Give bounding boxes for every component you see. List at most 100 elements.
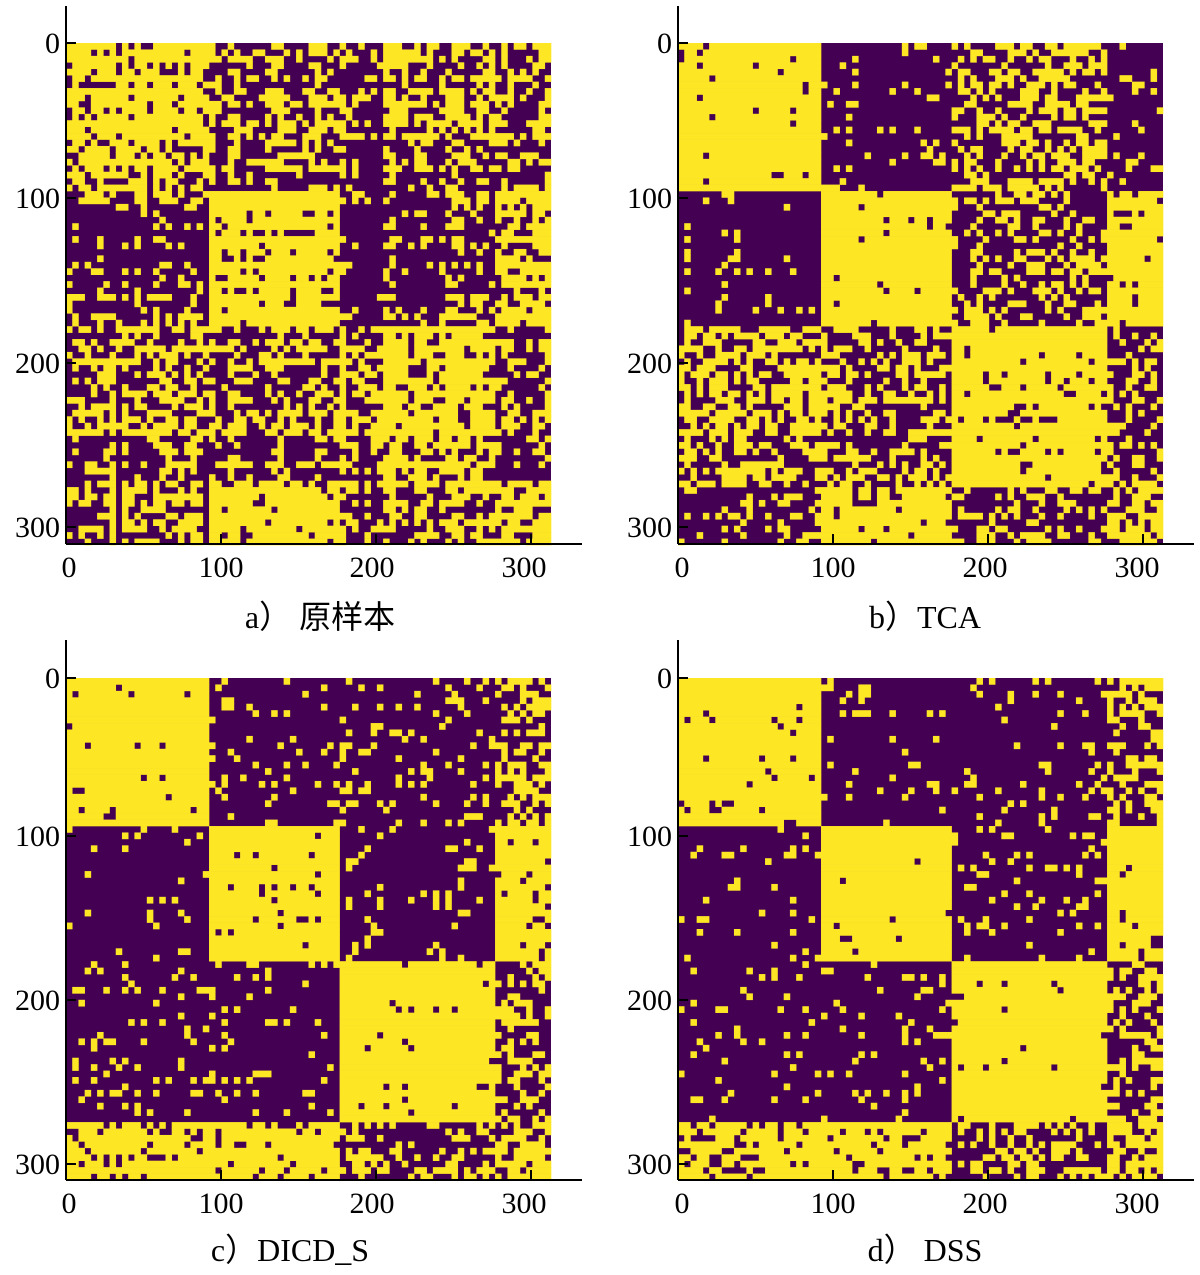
heatmap-cell	[296, 345, 328, 353]
heatmap-cell	[821, 858, 915, 865]
heatmap-cell	[352, 467, 359, 475]
heatmap-cell	[271, 467, 278, 475]
heatmap-cell	[951, 351, 965, 359]
heatmap-cell	[538, 512, 552, 520]
heatmap-cell	[1131, 210, 1139, 218]
heatmap-cell	[389, 442, 403, 449]
heatmap-cell	[165, 319, 173, 327]
heatmap-cell	[845, 1128, 865, 1136]
heatmap-cell	[833, 1134, 884, 1142]
heatmap-cell	[796, 435, 803, 443]
heatmap-cell	[901, 1096, 909, 1104]
heatmap-cell	[339, 158, 347, 166]
heatmap-cell	[1138, 690, 1145, 698]
heatmap-cell	[870, 1102, 878, 1110]
heatmap-cell	[72, 1057, 79, 1065]
heatmap-cell	[1144, 339, 1151, 346]
heatmap-cell	[821, 223, 928, 230]
heatmap-cell	[209, 993, 216, 1001]
heatmap-cell	[215, 787, 222, 795]
heatmap-cell	[66, 416, 73, 424]
heatmap-cell	[507, 158, 521, 166]
heatmap-cell	[544, 1115, 552, 1123]
heatmap-cell	[1125, 158, 1139, 166]
heatmap-cell	[221, 780, 228, 788]
heatmap-cell	[339, 716, 347, 724]
heatmap-cell	[821, 1012, 828, 1020]
heatmap-cell	[383, 538, 390, 546]
heatmap-cell	[333, 538, 347, 546]
heatmap-cell	[513, 1070, 533, 1078]
heatmap-cell	[532, 422, 546, 430]
heatmap-cell	[352, 499, 359, 507]
heatmap-cell	[470, 1147, 477, 1155]
heatmap-cell	[277, 896, 340, 904]
heatmap-cell	[140, 319, 148, 327]
heatmap-cell	[177, 158, 185, 166]
heatmap-cell	[470, 409, 496, 417]
x-ticks-d: 0 100 200 300	[675, 1170, 1160, 1220]
heatmap-cell	[839, 480, 853, 488]
heatmap-cell	[109, 49, 117, 57]
heatmap-cell	[445, 364, 490, 372]
heatmap-cell	[970, 390, 1064, 398]
heatmap-cell	[1075, 525, 1083, 533]
heatmap-cell	[66, 120, 204, 127]
heatmap-cell	[1107, 532, 1151, 539]
heatmap-cell	[165, 1154, 173, 1161]
heatmap-cell	[1107, 716, 1120, 724]
heatmap-cell	[1144, 948, 1164, 956]
heatmap-cell	[389, 171, 396, 179]
heatmap-cell	[84, 806, 110, 814]
heatmap-cell	[914, 467, 928, 475]
heatmap-cell	[796, 107, 822, 115]
heatmap-cell	[821, 248, 952, 256]
heatmap-cell	[364, 512, 371, 520]
heatmap-cell	[320, 364, 328, 372]
heatmap-cell	[121, 442, 129, 449]
heatmap-cell	[821, 294, 952, 301]
heatmap-cell	[513, 43, 527, 50]
heatmap-cell	[370, 442, 384, 449]
heatmap-cell	[727, 883, 741, 891]
heatmap-cell	[314, 422, 322, 430]
heatmap-cell	[320, 1031, 328, 1039]
heatmap-cell	[121, 493, 135, 501]
heatmap-cell	[1150, 499, 1164, 507]
heatmap-cell	[507, 890, 533, 898]
heatmap-cell	[1131, 223, 1164, 230]
heatmap-cell	[920, 448, 928, 456]
heatmap-cell	[709, 43, 822, 50]
heatmap-cell	[97, 49, 104, 57]
heatmap-cell	[1051, 474, 1120, 481]
heatmap-cell	[333, 377, 347, 385]
heatmap-cell	[221, 165, 235, 173]
heatmap-cell	[808, 390, 853, 398]
heatmap-cell	[202, 81, 222, 89]
heatmap-cell	[1125, 1160, 1164, 1168]
heatmap-cell	[1119, 75, 1133, 82]
heatmap-cell	[401, 75, 409, 82]
heatmap-cell	[796, 1160, 803, 1168]
heatmap-cell	[532, 81, 539, 89]
heatmap-cell	[901, 506, 952, 514]
heatmap-cell	[66, 461, 73, 469]
heatmap-cell	[1001, 1128, 1008, 1136]
heatmap-cell	[72, 723, 210, 730]
heatmap-cell	[821, 268, 952, 275]
heatmap-cell	[858, 1096, 865, 1104]
heatmap-cell	[339, 1096, 403, 1104]
heatmap-cell	[1094, 761, 1102, 769]
heatmap-cell	[821, 191, 878, 198]
heatmap-cell	[526, 819, 539, 827]
heatmap-cell	[690, 371, 710, 378]
heatmap-cell	[159, 377, 173, 385]
heatmap-cell	[684, 461, 691, 469]
heatmap-cell	[1107, 287, 1164, 295]
heatmap-cell	[296, 390, 303, 398]
heatmap-cell	[727, 1089, 735, 1097]
heatmap-cell	[678, 145, 822, 153]
heatmap-cell	[339, 1051, 502, 1059]
heatmap-cell	[414, 442, 427, 449]
